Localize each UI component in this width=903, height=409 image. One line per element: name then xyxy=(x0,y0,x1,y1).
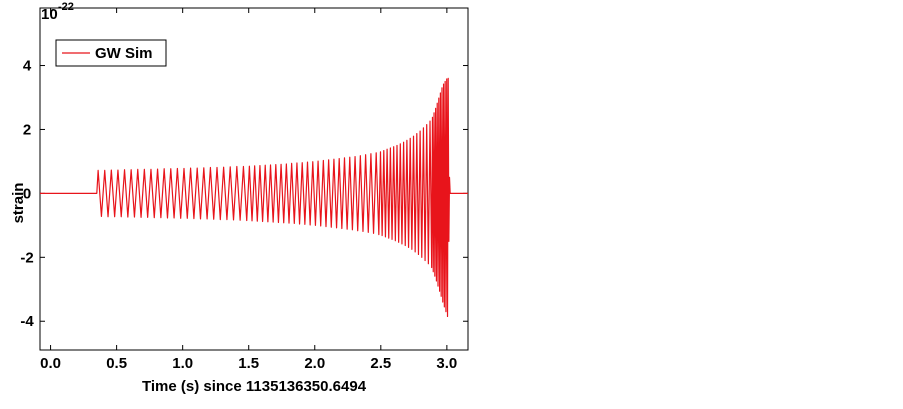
y-offset-base: 10 xyxy=(41,6,58,23)
y-tick-label: -2 xyxy=(20,249,33,266)
x-tick-label: 0.0 xyxy=(40,355,61,372)
y-offset-exponent: -22 xyxy=(58,1,74,13)
x-tick-label: 3.0 xyxy=(436,355,457,372)
y-tick-label: 4 xyxy=(23,58,32,75)
y-tick-label: 2 xyxy=(23,121,31,138)
line-series xyxy=(40,77,468,318)
x-tick-label: 0.5 xyxy=(106,355,127,372)
x-tick-label: 1.5 xyxy=(238,355,259,372)
x-tick-label: 2.0 xyxy=(304,355,325,372)
plot-frame xyxy=(39,7,469,351)
legend: GW Sim xyxy=(55,39,167,67)
legend-label: GW Sim xyxy=(95,45,153,62)
x-axis-label: Time (s) since 1135136350.6494 xyxy=(142,378,367,395)
x-tick-label: 2.5 xyxy=(370,355,391,372)
y-axis-label: strain xyxy=(10,183,27,224)
x-tick-label: 1.0 xyxy=(172,355,193,372)
y-tick-label: 0 xyxy=(23,185,31,202)
y-tick-label: -4 xyxy=(20,313,34,330)
